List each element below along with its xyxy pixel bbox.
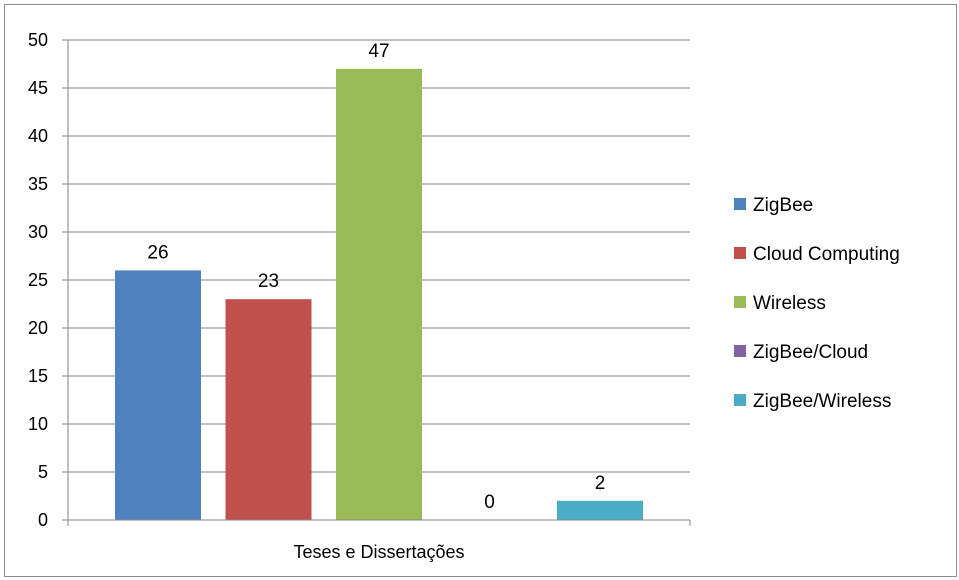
data-label: 26 (147, 242, 168, 263)
x-category-label: Teses e Dissertações (293, 542, 464, 562)
data-label: 2 (595, 473, 606, 494)
y-tick-label: 30 (28, 222, 48, 242)
data-label: 23 (258, 271, 279, 292)
legend-label: Wireless (753, 293, 826, 314)
y-tick-label: 10 (28, 414, 48, 434)
legend-swatch (734, 296, 746, 308)
y-tick-label: 0 (38, 510, 48, 530)
legend-swatch (734, 345, 746, 357)
bar-zigbee (115, 270, 201, 520)
bar-wireless (336, 68, 422, 521)
chart-frame (4, 4, 957, 577)
data-label: 0 (484, 492, 495, 513)
y-axis: 0 5 10 15 20 25 30 35 40 45 50 (28, 30, 69, 530)
y-tick-label: 15 (28, 366, 48, 386)
bar-zigbee-wireless (557, 500, 643, 520)
y-tick-label: 50 (28, 30, 48, 50)
y-tick-label: 25 (28, 270, 48, 290)
y-tick-label: 40 (28, 126, 48, 146)
bar-cloud-computing (225, 299, 312, 520)
legend-label: ZigBee (753, 195, 813, 216)
y-tick-label: 5 (38, 462, 48, 482)
legend-swatch (734, 247, 746, 259)
data-label: 47 (368, 41, 389, 62)
data-labels: 26 23 47 0 2 (147, 41, 605, 513)
legend-label: Cloud Computing (753, 244, 900, 265)
bars (115, 68, 643, 521)
legend-label: ZigBee/Wireless (753, 391, 891, 412)
y-tick-label: 35 (28, 174, 48, 194)
legend-swatch (734, 198, 746, 210)
legend: ZigBee Cloud Computing Wireless ZigBee/Clou… (734, 195, 900, 412)
y-tick-label: 20 (28, 318, 48, 338)
x-axis: Teses e Dissertações (67, 519, 691, 562)
legend-swatch (734, 394, 746, 406)
y-tick-label: 45 (28, 78, 48, 98)
legend-label: ZigBee/Cloud (753, 342, 868, 363)
